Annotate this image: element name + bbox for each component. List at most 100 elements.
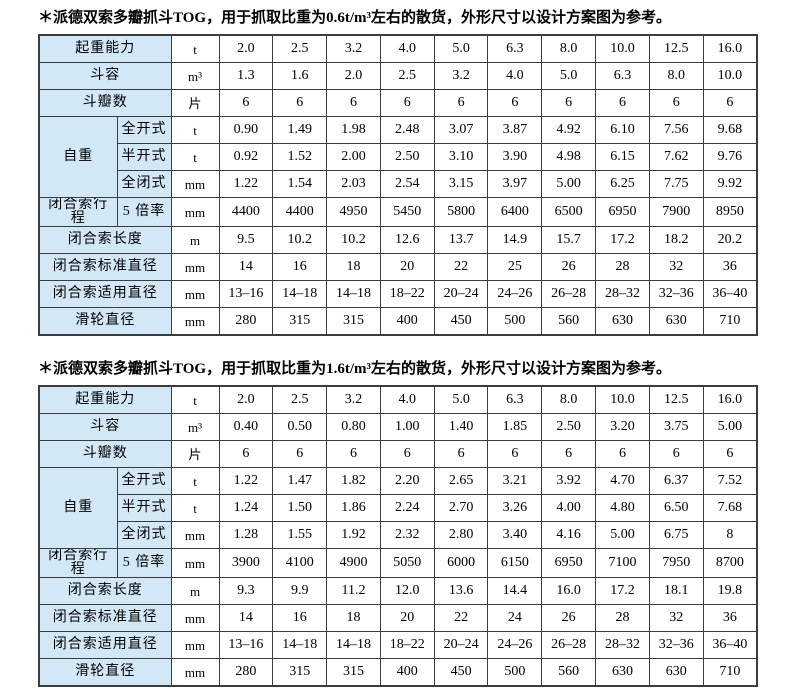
value-cell: 5.00 — [595, 521, 650, 549]
row-label: 自重 — [38, 116, 118, 198]
value-cell: 28–32 — [595, 280, 650, 308]
row-label: 闭合索适用直径 — [38, 631, 172, 659]
value-cell: 6 — [702, 89, 758, 117]
row-label: 闭合索适用直径 — [38, 280, 172, 308]
value-cell: 9.5 — [218, 226, 274, 254]
unit-cell: mm — [170, 604, 220, 632]
value-cell: 6.10 — [595, 116, 650, 144]
value-cell: 1.22 — [218, 170, 274, 198]
table-row: 斗瓣数片 6 6 6 6 6 6 6 6 6 6 — [38, 89, 758, 117]
row-label: 斗瓣数 — [38, 89, 172, 117]
value-cell: 7.56 — [648, 116, 704, 144]
value-cell: 2.48 — [379, 116, 435, 144]
value-cell: 6400 — [487, 197, 543, 227]
spec-table-2: 起重能力 t 2.0 2.5 3.2 4.0 5.0 6.3 8.0 10.0 12.5 16.0 斗容… — [38, 385, 758, 687]
value-cell: 24–26 — [487, 280, 543, 308]
unit-cell: m³ — [170, 413, 220, 441]
value-cell: 4100 — [272, 548, 328, 578]
value-cell: 13–16 — [218, 280, 274, 308]
value-cell: 3.21 — [487, 467, 543, 495]
value-cell: 22 — [433, 253, 489, 281]
value-cell: 6 — [487, 89, 543, 117]
value-cell: 10.0 — [595, 385, 650, 414]
value-cell: 2.32 — [379, 521, 435, 549]
value-cell: 450 — [433, 307, 489, 336]
value-cell: 16.0 — [702, 34, 758, 63]
row-sublabel: 5 倍率 — [116, 548, 172, 578]
value-cell: 3.2 — [326, 34, 381, 63]
value-cell: 14.4 — [487, 577, 543, 605]
table-row: 闭合索行程 5 倍率 mm 3900 4100 4900 5050 6000 6150 6950 7… — [38, 548, 758, 578]
unit-cell: mm — [170, 307, 220, 336]
table-row: 闭合索长度 m 9.5 10.2 10.2 12.6 13.7 14.9 15.7 17.2 18.… — [38, 226, 758, 254]
value-cell: 6950 — [595, 197, 650, 227]
value-cell: 1.55 — [272, 521, 328, 549]
value-cell: 5.0 — [541, 62, 597, 90]
value-cell: 6.3 — [487, 385, 543, 414]
value-cell: 3.2 — [326, 385, 381, 414]
row-label: 滑轮直径 — [38, 658, 172, 687]
value-cell: 3.75 — [648, 413, 704, 441]
value-cell: 18.2 — [648, 226, 704, 254]
table-row: 起重能力 t 2.0 2.5 3.2 4.0 5.0 6.3 8.0 10.0 12.5 16.0 — [38, 34, 758, 63]
value-cell: 5.00 — [702, 413, 758, 441]
row-sublabel: 全闭式 — [116, 521, 172, 549]
value-cell: 6 — [541, 440, 597, 468]
value-cell: 560 — [541, 658, 597, 687]
value-cell: 6.75 — [648, 521, 704, 549]
value-cell: 12.0 — [379, 577, 435, 605]
value-cell: 560 — [541, 307, 597, 336]
value-cell: 2.00 — [326, 143, 381, 171]
value-cell: 5800 — [433, 197, 489, 227]
value-cell: 1.52 — [272, 143, 328, 171]
unit-cell: mm — [170, 280, 220, 308]
value-cell: 315 — [272, 307, 328, 336]
value-cell: 7.52 — [702, 467, 758, 495]
unit-cell: mm — [170, 631, 220, 659]
value-cell: 8.0 — [541, 385, 597, 414]
value-cell: 5.0 — [433, 34, 489, 63]
value-cell: 9.68 — [702, 116, 758, 144]
value-cell: 3.20 — [595, 413, 650, 441]
table-row: 斗瓣数片 6 6 6 6 6 6 6 6 6 6 — [38, 440, 758, 468]
value-cell: 2.0 — [326, 62, 381, 90]
value-cell: 7100 — [595, 548, 650, 578]
row-label: 闭合索行程 — [38, 548, 118, 578]
value-cell: 6 — [648, 89, 704, 117]
value-cell: 630 — [648, 307, 704, 336]
value-cell: 3.92 — [541, 467, 597, 495]
value-cell: 36–40 — [702, 631, 758, 659]
row-label: 起重能力 — [38, 385, 172, 414]
table-row: 全闭式 mm 1.28 1.55 1.92 2.32 2.80 3.40 4.16 5.00 6.7… — [39, 521, 758, 549]
value-cell: 3.2 — [433, 62, 489, 90]
value-cell: 315 — [326, 658, 381, 687]
value-cell: 19.8 — [702, 577, 758, 605]
row-label: 斗容 — [38, 62, 172, 90]
value-cell: 500 — [487, 307, 543, 336]
value-cell: 315 — [272, 658, 328, 687]
value-cell: 26–28 — [541, 280, 597, 308]
value-cell: 6 — [433, 89, 489, 117]
value-cell: 315 — [326, 307, 381, 336]
value-cell: 1.22 — [218, 467, 274, 495]
value-cell: 2.50 — [541, 413, 597, 441]
value-cell: 14–18 — [272, 280, 328, 308]
value-cell: 1.6 — [272, 62, 328, 90]
row-sublabel: 全开式 — [116, 116, 172, 144]
value-cell: 3.26 — [487, 494, 543, 522]
value-cell: 10.0 — [595, 34, 650, 63]
value-cell: 2.5 — [272, 34, 328, 63]
table-row: 闭合索标准直径 mm 14 16 18 20 22 24 26 28 32 36 — [38, 604, 758, 632]
value-cell: 1.24 — [218, 494, 274, 522]
value-cell: 4400 — [272, 197, 328, 227]
unit-cell: t — [170, 116, 220, 144]
value-cell: 6950 — [541, 548, 597, 578]
value-cell: 6 — [541, 89, 597, 117]
value-cell: 5.0 — [433, 385, 489, 414]
value-cell: 36–40 — [702, 280, 758, 308]
value-cell: 630 — [648, 658, 704, 687]
value-cell: 9.76 — [702, 143, 758, 171]
value-cell: 4900 — [326, 548, 381, 578]
value-cell: 9.9 — [272, 577, 328, 605]
value-cell: 32–36 — [648, 280, 704, 308]
